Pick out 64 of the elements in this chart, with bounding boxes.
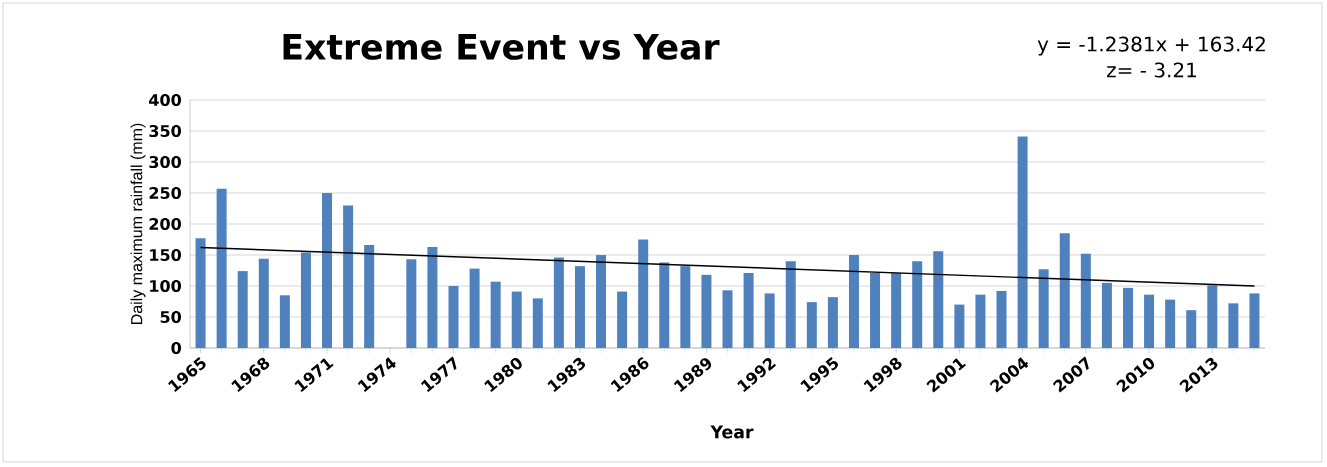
bar <box>258 258 269 348</box>
chart-title: Extreme Event vs Year <box>283 34 720 60</box>
bar <box>448 285 459 348</box>
bar <box>764 293 775 348</box>
bar <box>469 268 480 348</box>
y-axis-title: Daily maximum rainfall (mm) <box>130 123 146 325</box>
bar <box>1228 303 1239 348</box>
bar <box>933 251 944 348</box>
y-tick-label: 250 <box>149 186 181 200</box>
bar <box>827 297 838 348</box>
bar <box>722 290 733 348</box>
bar <box>406 259 417 348</box>
bar <box>954 304 965 348</box>
bar <box>1165 299 1176 348</box>
bar <box>364 245 375 348</box>
bar <box>1144 294 1155 348</box>
bar <box>870 272 881 348</box>
bar <box>848 254 859 348</box>
bar <box>279 295 290 348</box>
bar <box>322 192 333 348</box>
text: y = -1.2381x + 163.42 <box>1037 36 1265 56</box>
bar <box>912 261 923 348</box>
bar <box>701 274 712 348</box>
bar <box>1101 282 1112 348</box>
y-tick-label: 400 <box>149 93 181 107</box>
bar <box>532 298 543 348</box>
bar <box>891 272 902 348</box>
bar <box>659 262 670 348</box>
bar <box>975 294 986 348</box>
bar <box>996 290 1007 348</box>
bar <box>596 254 607 348</box>
text: z= - 3.21 <box>1107 62 1196 78</box>
bar <box>1059 233 1070 348</box>
bar <box>300 252 311 348</box>
bar <box>216 188 227 348</box>
bar <box>743 272 754 348</box>
bar <box>1249 293 1260 348</box>
y-tick-label: 200 <box>149 217 181 231</box>
y-tick-label: 100 <box>150 279 181 293</box>
bar <box>1186 310 1197 348</box>
bar <box>343 205 354 348</box>
y-tick-label: 50 <box>160 310 181 324</box>
bar <box>1038 269 1049 348</box>
bar <box>638 239 649 348</box>
bar <box>553 257 564 348</box>
bar <box>806 302 817 348</box>
bar <box>574 266 585 348</box>
bar <box>490 281 501 348</box>
bar <box>1122 287 1133 348</box>
bar <box>680 266 691 348</box>
bar <box>617 291 628 348</box>
bar <box>1017 136 1028 348</box>
bar <box>785 261 796 348</box>
y-tick-label: 350 <box>149 124 181 138</box>
bar <box>237 271 248 348</box>
y-tick-label: 150 <box>150 248 181 262</box>
y-tick-label: 300 <box>149 155 181 169</box>
bar <box>195 238 206 348</box>
bar <box>427 246 438 348</box>
bar <box>1080 253 1091 348</box>
y-tick-label: 0 <box>171 341 181 355</box>
x-axis-title: Year <box>710 425 754 439</box>
bar <box>511 291 522 348</box>
bar <box>1207 285 1218 348</box>
